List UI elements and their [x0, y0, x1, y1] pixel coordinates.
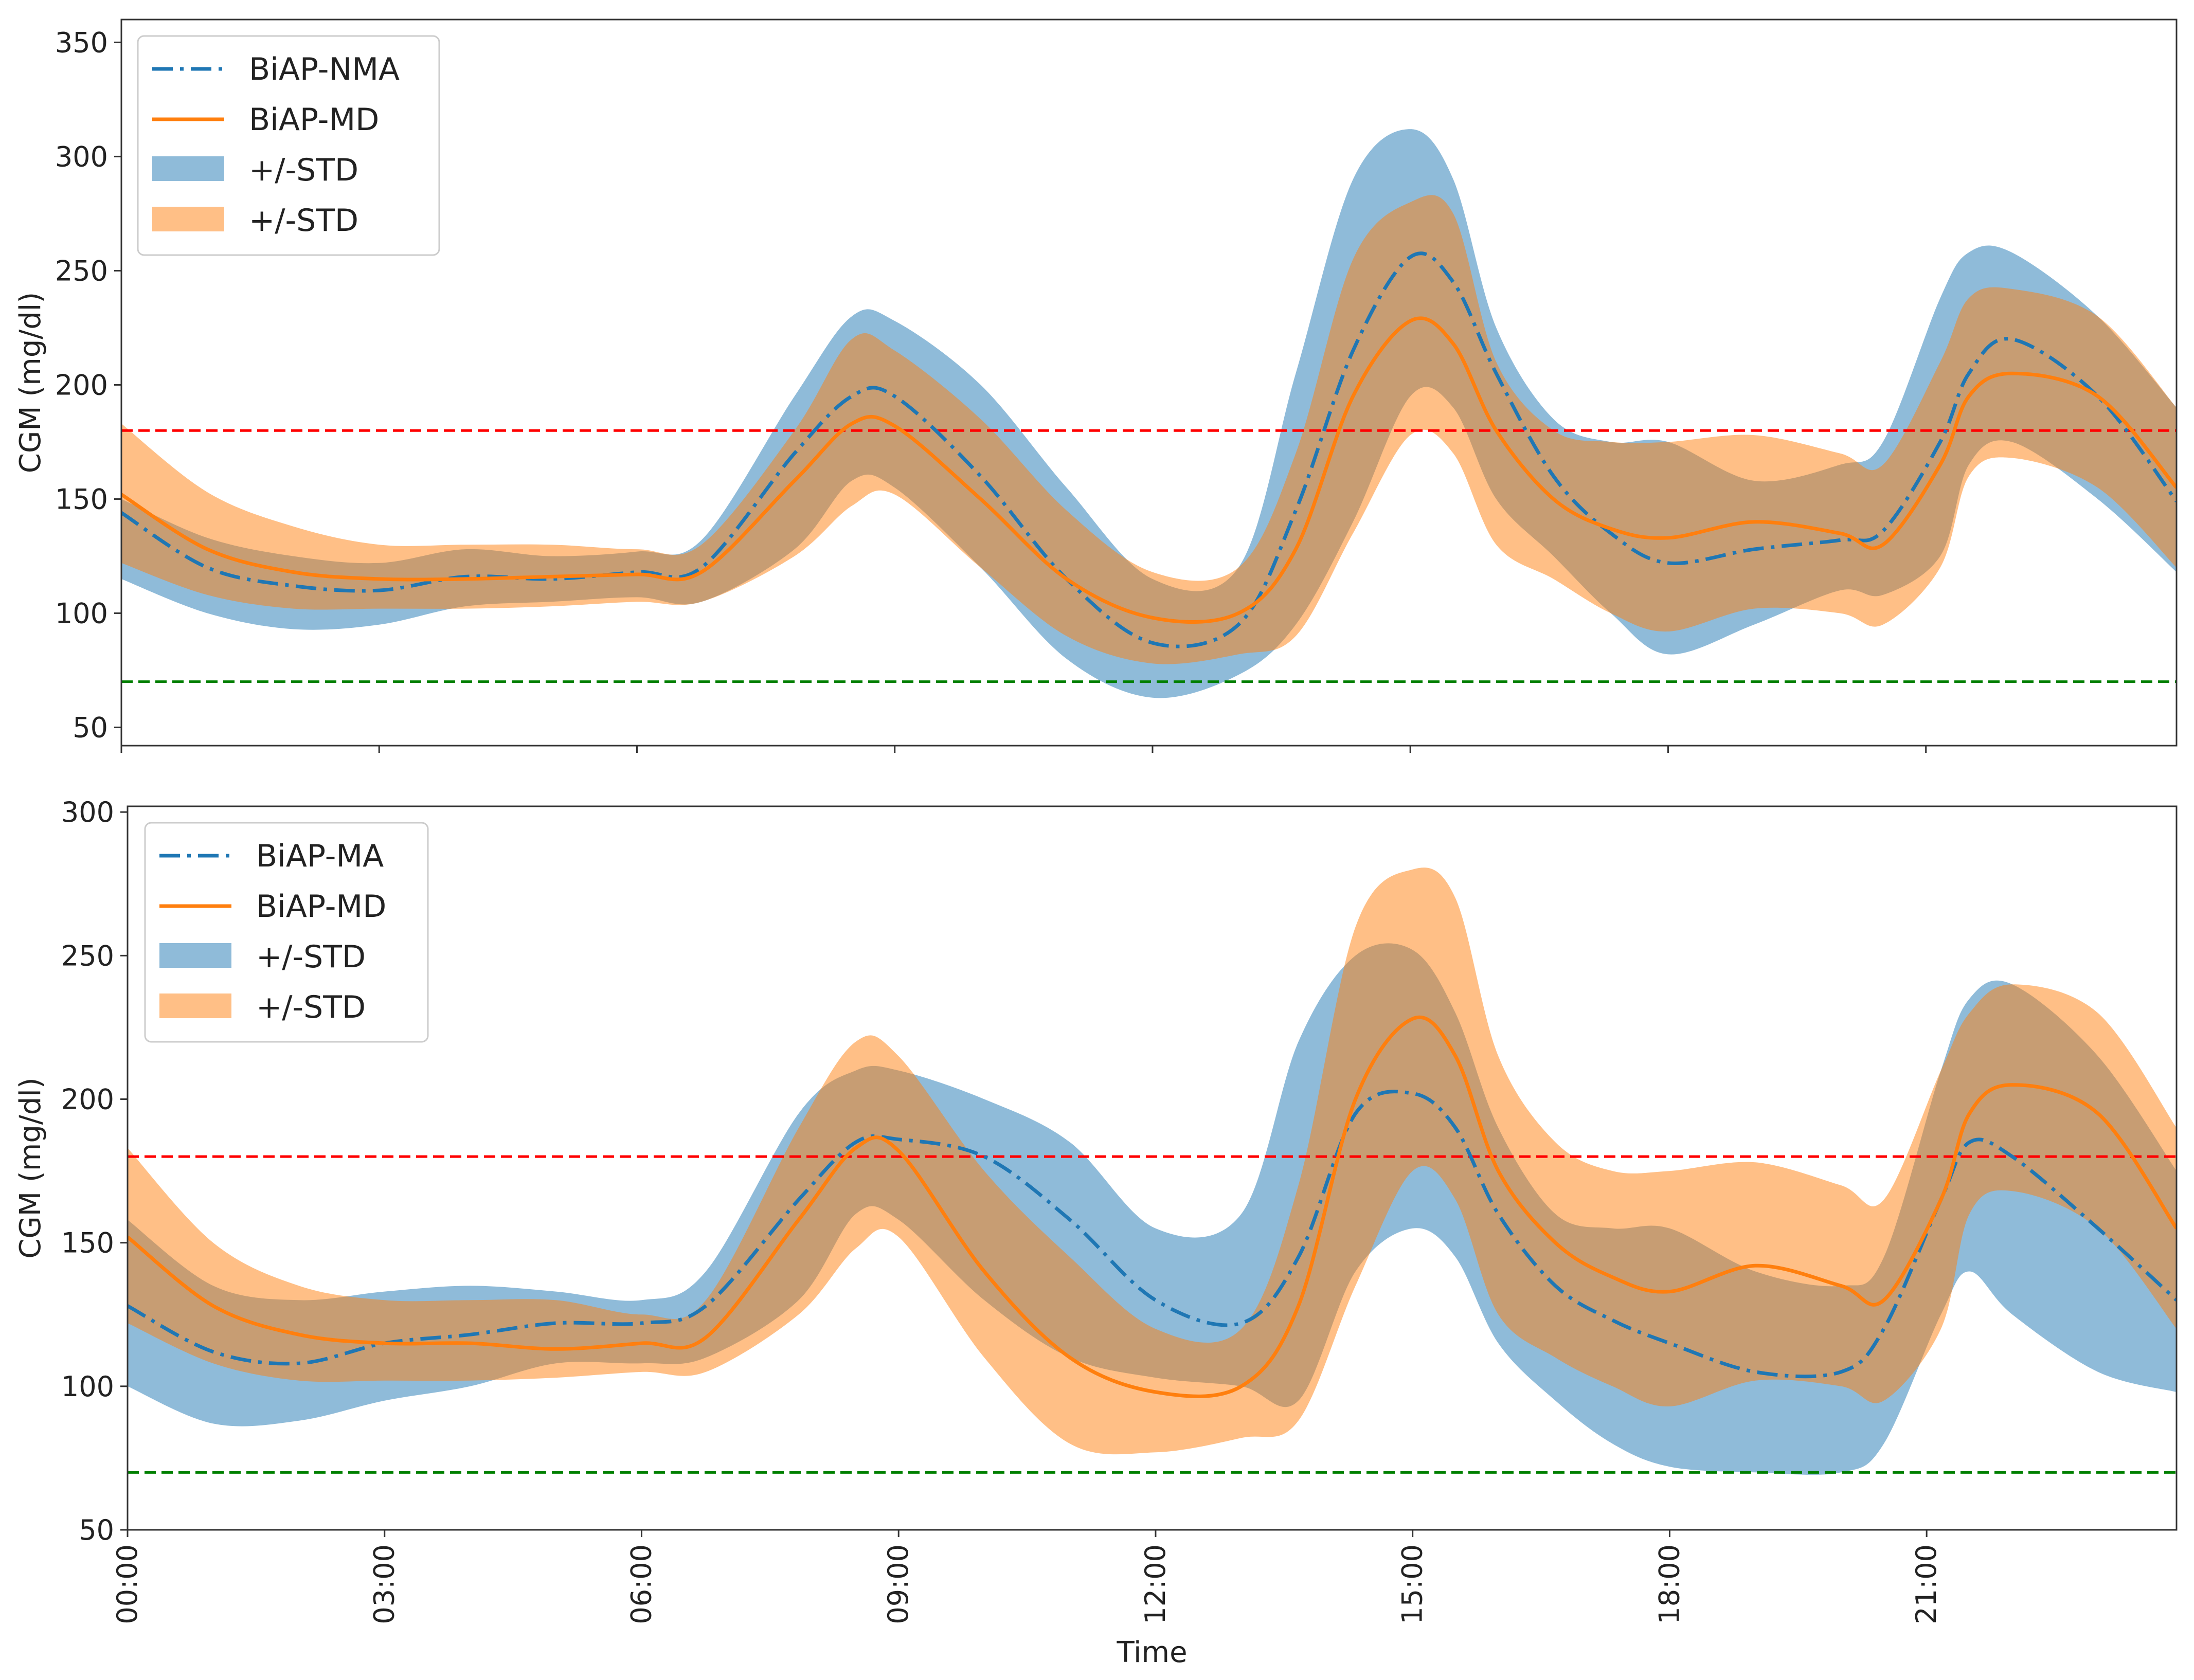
- x-tick-label: 03:00: [368, 1544, 401, 1624]
- x-axis-label: Time: [1116, 1636, 1187, 1669]
- x-tick-label: 09:00: [882, 1544, 914, 1624]
- series-line-biap-nma: [121, 251, 2177, 648]
- legend-label: +/-STD: [249, 203, 358, 239]
- x-tick-label: 18:00: [1653, 1544, 1685, 1624]
- y-tick-label: 350: [55, 26, 108, 59]
- y-axis-label: CGM (mg/dl): [14, 1077, 47, 1258]
- x-tick-label: 12:00: [1139, 1544, 1172, 1624]
- series-line-biap-ma: [128, 1090, 2177, 1379]
- y-tick-label: 50: [73, 711, 108, 744]
- axes-frame: [127, 805, 2178, 1531]
- legend: BiAP-NMA BiAP-MD +/-STD +/-STD: [137, 35, 440, 256]
- legend-label: +/-STD: [256, 939, 366, 975]
- y-tick-label: 250: [61, 940, 114, 972]
- legend-label: +/-STD: [249, 152, 358, 188]
- x-tick-label: 15:00: [1396, 1544, 1429, 1624]
- y-axis-label: CGM (mg/dl): [14, 292, 47, 473]
- legend-box: [137, 35, 440, 256]
- y-tick-label: 100: [55, 597, 108, 629]
- std-band-biap-md: [121, 195, 2177, 664]
- legend-swatch-band: [159, 943, 231, 968]
- y-tick-label: 300: [61, 796, 114, 828]
- legend-swatch-band: [152, 207, 224, 231]
- legend-label: BiAP-MD: [256, 889, 386, 925]
- legend-label: BiAP-NMA: [249, 51, 400, 87]
- legend-swatch-band: [159, 993, 231, 1018]
- x-tick-label: 21:00: [1910, 1544, 1943, 1624]
- plot-area: [128, 868, 2177, 1475]
- x-tick-label: 00:00: [111, 1544, 143, 1624]
- x-tick-label: 06:00: [625, 1544, 657, 1624]
- y-tick-label: 150: [55, 483, 108, 515]
- y-tick-label: 200: [61, 1083, 114, 1116]
- y-tick-label: 50: [79, 1514, 114, 1546]
- series-line-biap-md: [128, 1015, 2177, 1398]
- legend-label: +/-STD: [256, 989, 366, 1025]
- legend: BiAP-MA BiAP-MD +/-STD +/-STD: [144, 822, 429, 1043]
- legend-box: [144, 822, 429, 1043]
- y-tick-label: 300: [55, 140, 108, 173]
- y-tick-label: 200: [55, 369, 108, 401]
- y-tick-label: 150: [61, 1227, 114, 1259]
- legend-label: BiAP-MD: [249, 102, 379, 138]
- series-line-biap-md: [121, 316, 2177, 624]
- chart-panel-2: 50 100 150 200 250 300 00:00 03:00 06:00 09:00 12:…: [14, 796, 2178, 1669]
- std-band-biap-md: [128, 868, 2177, 1455]
- y-tick-label: 100: [61, 1370, 114, 1403]
- legend-swatch-band: [152, 156, 224, 181]
- axes-frame: [120, 19, 2178, 747]
- legend-label: BiAP-MA: [256, 838, 384, 874]
- y-tick-label: 250: [55, 255, 108, 287]
- plot-area: [121, 129, 2177, 698]
